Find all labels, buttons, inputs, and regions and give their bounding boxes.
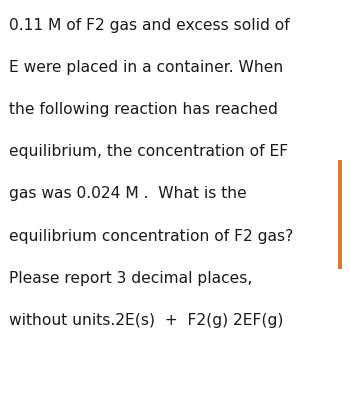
Bar xyxy=(338,160,342,269)
Text: Please report 3 decimal places,: Please report 3 decimal places, xyxy=(9,271,252,286)
Text: gas was 0.024 M .  What is the: gas was 0.024 M . What is the xyxy=(9,186,246,201)
Text: the following reaction has reached: the following reaction has reached xyxy=(9,102,278,117)
Text: equilibrium, the concentration of EF: equilibrium, the concentration of EF xyxy=(9,144,288,159)
Text: equilibrium concentration of F2 gas?: equilibrium concentration of F2 gas? xyxy=(9,229,293,243)
Text: 0.11 M of F2 gas and excess solid of: 0.11 M of F2 gas and excess solid of xyxy=(9,18,289,33)
Text: without units.2E(s)  +  F2(g) 2EF(g): without units.2E(s) + F2(g) 2EF(g) xyxy=(9,313,283,328)
Text: E were placed in a container. When: E were placed in a container. When xyxy=(9,60,283,75)
